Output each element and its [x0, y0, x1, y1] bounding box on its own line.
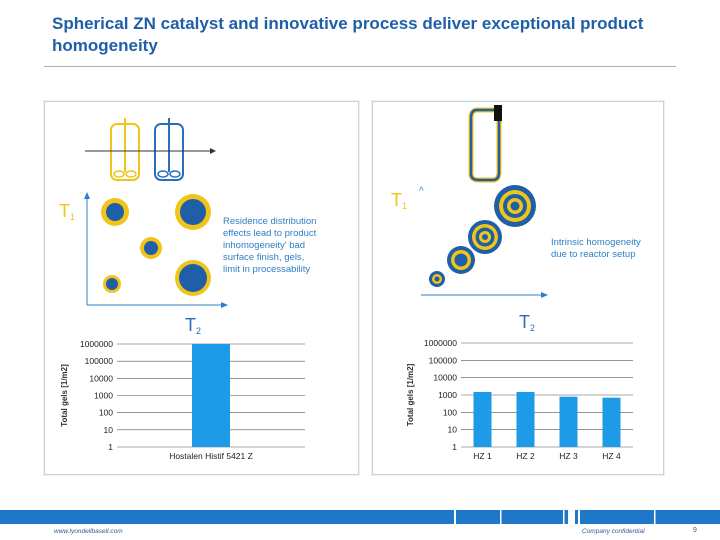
- x-tick-label: Hostalen Histif 5421 Z: [169, 451, 253, 461]
- homogeneous-particle-icon: [494, 185, 536, 227]
- slide-title: Spherical ZN catalyst and innovative pro…: [52, 14, 644, 55]
- reactor-pipe-icon: [468, 105, 502, 183]
- bar: [602, 397, 621, 447]
- x-tick-label: HZ 3: [559, 451, 578, 461]
- right-bar-chart: Total gels [1/m2] 1000000 100000 10000 1000 1…: [406, 338, 633, 461]
- x-tick-label: HZ 2: [516, 451, 535, 461]
- footer-bar: [0, 510, 720, 524]
- y-tick-label: 1000000: [424, 338, 457, 348]
- particle-icon: [101, 198, 129, 226]
- left-diagram: T1 T2 Residence distribution effects lea…: [59, 118, 319, 461]
- page-number: 9: [693, 527, 697, 534]
- t1-label-right: T1: [391, 190, 407, 211]
- y-tick-label: 100: [443, 407, 457, 417]
- left-bar-chart: Total gels [1/m2] 1000000 100000 10000 1000 1…: [60, 339, 305, 461]
- y-arrow-icon: [84, 192, 90, 199]
- y-tick-label: 10: [104, 425, 114, 435]
- y-tick-label: 100000: [85, 356, 114, 366]
- title-divider: [44, 66, 676, 67]
- y-tick-label: 1000: [438, 390, 457, 400]
- footer-confidential: Company confidential: [582, 528, 645, 535]
- t1-label: T1: [59, 201, 75, 222]
- homogeneous-particle-icon: [429, 271, 445, 287]
- left-panel: T1 T2 Residence distribution effects lea…: [44, 101, 359, 475]
- t2-label-right: T2: [519, 312, 535, 333]
- y-tick-label: 1: [108, 442, 113, 452]
- bar: [192, 344, 230, 447]
- left-annotation: Residence distribution effects lead to p…: [223, 216, 319, 275]
- right-diagram: T1 ^ T2 Intrinsic homogeneity due to rea…: [391, 105, 643, 461]
- particle-icon: [175, 194, 211, 230]
- y-tick-label: 1000000: [80, 339, 113, 349]
- y-axis-label: Total gels [1/m2]: [406, 363, 415, 426]
- t2-label: T2: [185, 315, 201, 336]
- y-tick-label: 10000: [89, 373, 113, 383]
- homogeneous-particle-icon: [468, 220, 502, 254]
- x-tick-label: HZ 4: [602, 451, 621, 461]
- right-annotation: Intrinsic homogeneity due to reactor set…: [551, 237, 643, 260]
- homogeneous-particle-icon: [447, 246, 475, 274]
- y-tick-label: 100000: [429, 355, 458, 365]
- particle-icon: [140, 237, 162, 259]
- caret-mark: ^: [419, 186, 424, 197]
- right-panel: T1 ^ T2 Intrinsic homogeneity due to rea…: [372, 101, 664, 475]
- bar: [473, 391, 492, 447]
- y-tick-label: 1: [452, 442, 457, 452]
- particle-icon: [103, 275, 121, 293]
- x-arrow-right-icon: [541, 292, 548, 298]
- particle-icon: [175, 260, 211, 296]
- y-tick-label: 1000: [94, 391, 113, 401]
- y-tick-label: 100: [99, 408, 113, 418]
- y-tick-label: 10000: [433, 373, 457, 383]
- x-arrow-icon: [221, 302, 228, 308]
- footer-website: www.lyondellbasell.com: [54, 528, 123, 535]
- reactor-2-icon: [154, 118, 184, 181]
- y-axis-label: Total gels [1/m2]: [60, 364, 69, 427]
- bar: [559, 396, 578, 447]
- flow-arrow-icon: [210, 148, 216, 154]
- reactor-1-icon: [110, 118, 140, 181]
- x-tick-label: HZ 1: [473, 451, 492, 461]
- bar: [516, 391, 535, 447]
- y-tick-label: 10: [448, 425, 458, 435]
